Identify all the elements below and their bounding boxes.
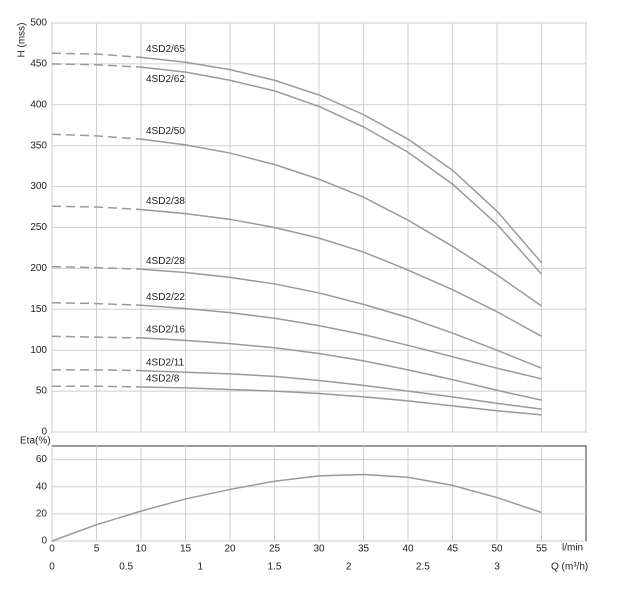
curve: [140, 208, 542, 337]
x-axis-label: l/min: [562, 543, 583, 554]
y-tick-label: 40: [36, 481, 48, 492]
x2-tick-label: 3: [494, 562, 500, 573]
series-label: 4SD2/11: [146, 357, 185, 368]
y-tick-label: 250: [30, 222, 47, 233]
x2-tick-label: 1.5: [268, 562, 282, 573]
x-tick-label: 20: [224, 544, 236, 555]
x-tick-label: 25: [269, 544, 281, 555]
curve-dashed: [51, 266, 142, 270]
series-label: 4SD2/16: [146, 325, 185, 336]
x-tick-label: 50: [491, 544, 503, 555]
x-tick-label: 30: [313, 544, 325, 555]
x-tick-label: 0: [49, 544, 55, 555]
series-label: 4SD2/8: [146, 374, 180, 385]
x-tick-label: 40: [402, 544, 414, 555]
curve-dashed: [52, 369, 142, 372]
x-tick-label: 45: [447, 544, 459, 555]
y-tick-label: 0: [41, 427, 47, 438]
series-label: 4SD2/62: [146, 74, 185, 85]
x-tick-label: 15: [180, 544, 192, 555]
series-label: 4SD2/38: [146, 196, 185, 207]
curve: [51, 473, 542, 542]
curve: [140, 66, 543, 275]
y-tick-label: 500: [30, 18, 47, 29]
y-tick-label: 200: [30, 263, 47, 274]
y-tick-label: 20: [36, 508, 48, 519]
x2-tick-label: 1: [198, 562, 204, 573]
curve: [140, 304, 542, 380]
curve: [140, 386, 542, 416]
curve-dashed: [52, 385, 142, 388]
curve: [140, 369, 542, 410]
curve-dashed: [51, 302, 142, 306]
y-tick-label: 150: [30, 304, 47, 315]
series-label: 4SD2/65: [146, 44, 185, 55]
curve: [140, 138, 542, 307]
curve: [140, 268, 542, 369]
y-tick-label: 60: [36, 454, 48, 465]
series-label: 4SD2/50: [146, 126, 185, 137]
curve-dashed: [51, 205, 142, 211]
x-tick-label: 35: [358, 544, 370, 555]
x2-axis-label: Q (m³/h): [551, 562, 588, 573]
curve: [140, 56, 543, 264]
curve-dashed: [51, 52, 142, 59]
curve: [140, 337, 542, 401]
y-tick-label: 300: [30, 181, 47, 192]
y-axis-label: Eta(%): [20, 436, 51, 447]
y-axis-label: H (mss): [17, 23, 28, 58]
y-tick-label: 0: [41, 536, 47, 547]
x-tick-label: 10: [135, 544, 147, 555]
x2-tick-label: 2.5: [416, 562, 430, 573]
x-tick-label: 55: [536, 544, 548, 555]
curve-dashed: [51, 63, 142, 68]
curve-dashed: [51, 335, 142, 339]
x2-tick-label: 0: [49, 562, 55, 573]
x2-tick-label: 2: [346, 562, 352, 573]
x-tick-label: 5: [94, 544, 100, 555]
y-tick-label: 100: [30, 345, 47, 356]
series-label: 4SD2/28: [146, 256, 185, 267]
series-label: 4SD2/22: [146, 292, 185, 303]
y-tick-label: 400: [30, 99, 47, 110]
y-tick-label: 50: [36, 386, 48, 397]
curve-dashed: [51, 133, 142, 140]
x2-tick-label: 0.5: [119, 562, 133, 573]
y-tick-label: 350: [30, 140, 47, 151]
y-tick-label: 450: [30, 59, 47, 70]
